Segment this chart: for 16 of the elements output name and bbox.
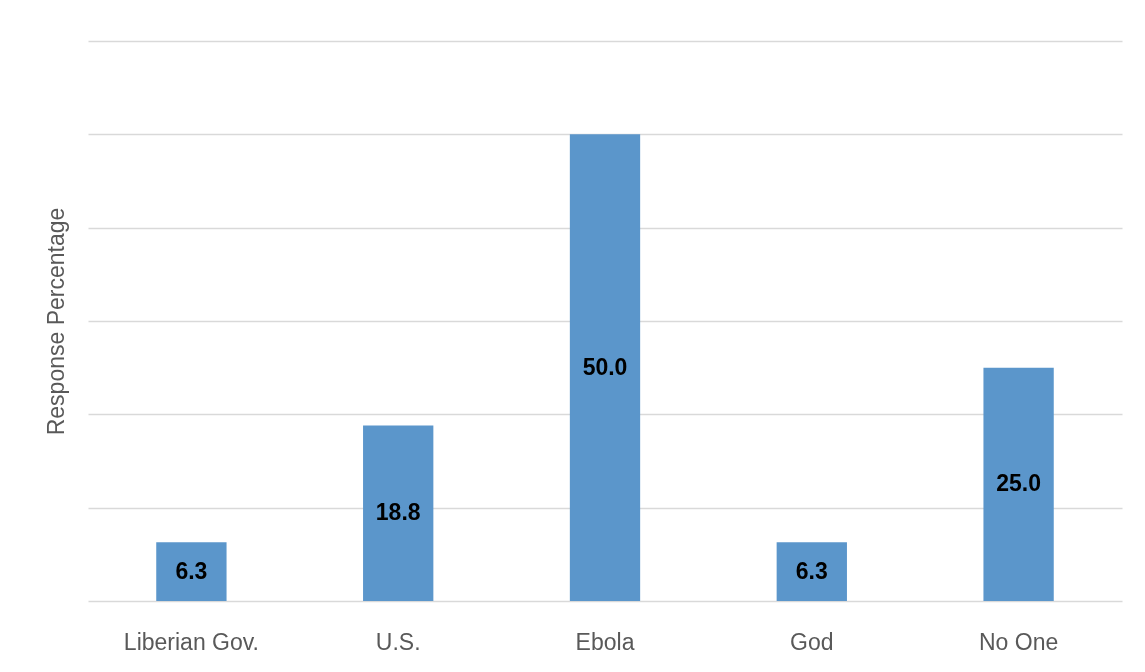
data-label: 50.0 [582, 353, 628, 380]
data-label: 18.8 [375, 499, 421, 526]
bar [156, 542, 227, 601]
x-tick-label: No One [978, 628, 1059, 655]
bar [983, 367, 1054, 601]
bar [569, 134, 641, 601]
y-axis-title: Response Percentage [42, 207, 69, 436]
x-tick-label: God [790, 628, 834, 655]
bar [363, 425, 434, 601]
bar [776, 542, 847, 601]
data-label: 25.0 [996, 470, 1041, 497]
x-tick-label: U.S. [375, 628, 421, 655]
x-tick-label: Ebola [575, 628, 635, 655]
x-tick-label: Liberian Gov. [123, 628, 259, 655]
data-label: 6.3 [795, 557, 828, 584]
data-label: 6.3 [175, 557, 208, 584]
